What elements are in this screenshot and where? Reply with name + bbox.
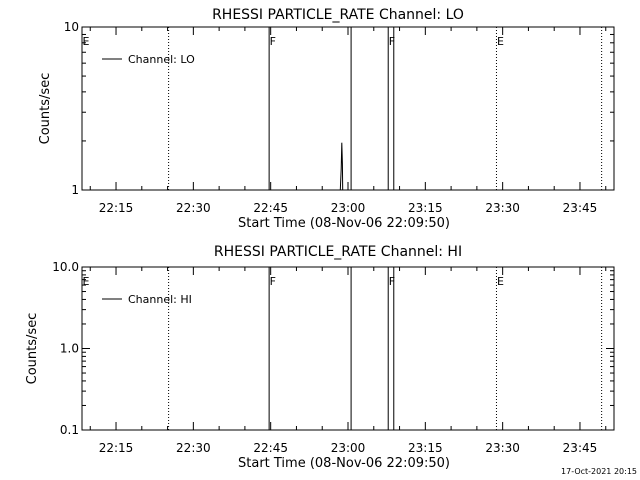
event-label-edge: E bbox=[83, 35, 90, 48]
chart-title: RHESSI PARTICLE_RATE Channel: LO bbox=[212, 7, 464, 23]
x-tick-label: 23:30 bbox=[485, 441, 520, 455]
y-tick-label: 10.0 bbox=[52, 260, 79, 274]
y-tick-label: 1.0 bbox=[60, 342, 79, 356]
event-label: F bbox=[389, 275, 395, 288]
series-line bbox=[337, 142, 344, 191]
footer-timestamp: 17-Oct-2021 20:15 bbox=[561, 467, 637, 476]
x-axis-label: Start Time (08-Nov-06 22:09:50) bbox=[238, 216, 450, 231]
x-axis-label: Start Time (08-Nov-06 22:09:50) bbox=[238, 456, 450, 471]
x-tick-label: 23:45 bbox=[563, 201, 598, 215]
y-axis-label: Counts/sec bbox=[25, 313, 40, 385]
legend-entry: Channel: LO bbox=[128, 53, 195, 66]
x-tick-label: 22:45 bbox=[253, 201, 288, 215]
event-label: F bbox=[389, 35, 395, 48]
x-tick-label: 22:30 bbox=[176, 441, 211, 455]
y-tick-label: 0.1 bbox=[60, 423, 79, 437]
y-tick-label: 1 bbox=[71, 183, 79, 197]
x-tick-label: 22:15 bbox=[99, 441, 134, 455]
x-tick-label: 22:15 bbox=[99, 201, 134, 215]
chart-title: RHESSI PARTICLE_RATE Channel: HI bbox=[214, 244, 462, 260]
x-tick-label: 22:30 bbox=[176, 201, 211, 215]
x-tick-label: 23:15 bbox=[408, 201, 443, 215]
x-tick-label: 23:15 bbox=[408, 441, 443, 455]
event-label: F bbox=[270, 35, 276, 48]
legend-entry: Channel: HI bbox=[128, 293, 192, 306]
event-label-edge: E bbox=[83, 275, 90, 288]
y-tick-label: 10 bbox=[64, 20, 79, 34]
x-tick-label: 23:00 bbox=[331, 441, 366, 455]
x-tick-label: 22:45 bbox=[253, 441, 288, 455]
event-label: F bbox=[270, 275, 276, 288]
x-tick-label: 23:45 bbox=[563, 441, 598, 455]
x-tick-label: 23:00 bbox=[331, 201, 366, 215]
event-label: E bbox=[497, 275, 504, 288]
event-label: E bbox=[497, 35, 504, 48]
y-axis-label: Counts/sec bbox=[38, 73, 53, 145]
chart-panel-2: RHESSI PARTICLE_RATE Channel: HI 22:15 22:… bbox=[25, 244, 615, 471]
chart-panel-1: RHESSI PARTICLE_RATE Channel: LO 22:15 22:… bbox=[38, 7, 615, 231]
x-tick-label: 23:30 bbox=[485, 201, 520, 215]
